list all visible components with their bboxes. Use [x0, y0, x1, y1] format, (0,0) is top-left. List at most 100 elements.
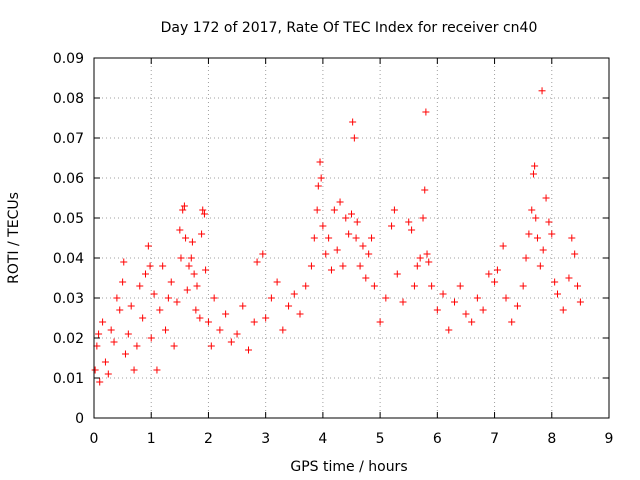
data-point [130, 366, 138, 374]
data-point [462, 310, 470, 318]
x-tick-label: 5 [376, 431, 385, 447]
data-point [370, 282, 378, 290]
y-tick-label: 0.03 [53, 291, 84, 307]
data-point [473, 294, 481, 302]
data-point [519, 282, 527, 290]
data-point [485, 270, 493, 278]
data-point [393, 270, 401, 278]
data-point [410, 282, 418, 290]
x-tick-label: 2 [204, 431, 213, 447]
data-point [493, 266, 501, 274]
data-point [362, 274, 370, 282]
data-point [565, 274, 573, 282]
data-point [551, 278, 559, 286]
data-point [170, 342, 178, 350]
data-point [121, 350, 129, 358]
data-point [568, 234, 576, 242]
data-point [330, 206, 338, 214]
x-tick-label: 1 [147, 431, 156, 447]
data-point [99, 318, 107, 326]
data-point [95, 330, 103, 338]
chart-title: Day 172 of 2017, Rate Of TEC Index for r… [161, 20, 538, 36]
data-point [339, 262, 347, 270]
data-point [96, 378, 104, 386]
data-point [162, 326, 170, 334]
data-point [365, 250, 373, 258]
data-point [198, 230, 206, 238]
data-point [421, 186, 429, 194]
data-point [199, 206, 207, 214]
data-point [285, 302, 293, 310]
data-point [253, 258, 261, 266]
data-point [239, 302, 247, 310]
plot-frame [93, 57, 610, 419]
data-point [113, 294, 121, 302]
data-point [290, 290, 298, 298]
data-point [428, 282, 436, 290]
y-axis-label: ROTI / TECUs [6, 192, 22, 284]
data-point [554, 290, 561, 298]
data-point [273, 278, 281, 286]
data-point [327, 266, 335, 274]
data-point [322, 250, 330, 258]
data-point [204, 318, 212, 326]
data-point [317, 174, 325, 182]
data-point [314, 182, 322, 190]
data-point [548, 230, 556, 238]
data-point [159, 262, 167, 270]
data-point [91, 366, 99, 374]
data-point [352, 234, 360, 242]
data-point [419, 214, 427, 222]
data-point [227, 338, 235, 346]
y-tick-label: 0 [75, 411, 84, 427]
data-point [124, 330, 132, 338]
data-point [536, 262, 544, 270]
data-point [173, 298, 181, 306]
y-tick-label: 0.06 [53, 171, 84, 187]
data-point [451, 298, 458, 306]
data-point [216, 326, 224, 334]
data-point [502, 294, 510, 302]
data-point [296, 310, 304, 318]
data-point [405, 218, 413, 226]
data-point [144, 242, 152, 250]
data-point [177, 254, 185, 262]
data-point [539, 246, 547, 254]
data-point [333, 246, 341, 254]
data-point [529, 170, 537, 178]
x-tick-label: 6 [433, 431, 442, 447]
data-point [336, 198, 344, 206]
y-tick-label: 0.09 [53, 51, 84, 67]
data-point [164, 294, 172, 302]
data-point [456, 282, 464, 290]
data-point [267, 294, 275, 302]
grid-lines [94, 58, 609, 418]
data-points [91, 87, 584, 386]
data-point [542, 194, 550, 202]
x-tick-label: 9 [605, 431, 614, 447]
data-point [101, 358, 109, 366]
data-point [207, 342, 215, 350]
data-point [390, 206, 398, 214]
data-point [522, 254, 530, 262]
data-point [116, 306, 124, 314]
data-point [259, 250, 267, 258]
data-point [345, 230, 353, 238]
data-point [210, 294, 218, 302]
data-point [499, 242, 507, 250]
x-tick-label: 4 [318, 431, 327, 447]
data-point [342, 214, 350, 222]
data-point [187, 254, 195, 262]
data-point [245, 346, 252, 354]
data-point [127, 302, 135, 310]
data-point [156, 306, 164, 314]
data-point [399, 298, 407, 306]
x-tick-label: 7 [490, 431, 499, 447]
data-point [250, 318, 258, 326]
data-point [382, 294, 390, 302]
data-point [368, 234, 376, 242]
data-point [408, 226, 416, 234]
y-tick-label: 0.04 [53, 251, 84, 267]
